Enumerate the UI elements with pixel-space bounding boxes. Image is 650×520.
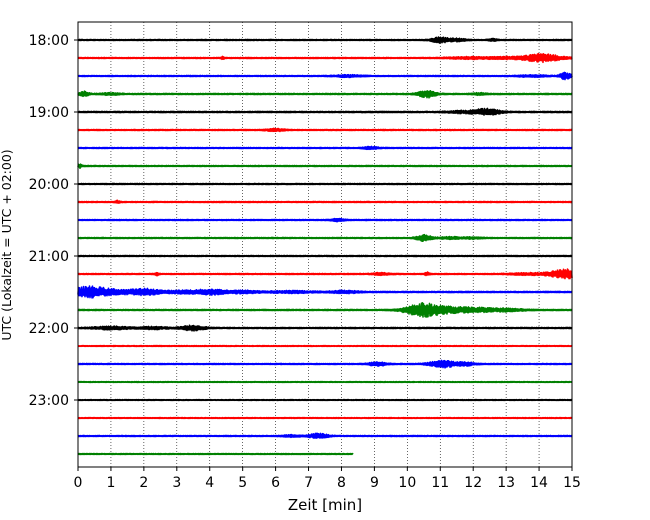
- vertical-gridlines: [110, 22, 540, 467]
- trace-2115: [77, 268, 573, 280]
- x-tick-label-11: 11: [431, 475, 449, 491]
- y-axis-ticks: 18:00 19:00 20:00 21:00 22:00 23:00: [29, 33, 78, 409]
- y-tick-label-22:00: 22:00: [29, 321, 69, 337]
- y-tick-label-18:00: 18:00: [29, 33, 69, 49]
- x-axis-label: Zeit [min]: [288, 496, 362, 514]
- trace-2030: [77, 217, 573, 223]
- x-tick-label-9: 9: [370, 475, 379, 491]
- y-tick-label-21:00: 21:00: [29, 249, 69, 265]
- trace-2300: [77, 398, 573, 402]
- trace-2015: [77, 199, 573, 204]
- trace-2130: [77, 285, 573, 299]
- trace-1830: [77, 71, 573, 81]
- x-tick-label-14: 14: [530, 475, 548, 491]
- x-tick-label-15: 15: [563, 475, 581, 491]
- x-tick-label-0: 0: [74, 475, 83, 491]
- trace-2100: [77, 254, 573, 258]
- plot-frame: [77, 21, 573, 468]
- y-tick-label-19:00: 19:00: [29, 105, 69, 121]
- x-tick-label-2: 2: [139, 475, 148, 491]
- trace-1945: [77, 163, 573, 170]
- trace-2330: [77, 432, 573, 439]
- x-tick-label-7: 7: [304, 475, 313, 491]
- trace-2000: [77, 182, 573, 186]
- trace-1915: [77, 127, 573, 133]
- x-tick-label-8: 8: [337, 475, 346, 491]
- trace-2245: [77, 380, 573, 384]
- x-tick-label-12: 12: [464, 475, 482, 491]
- x-tick-label-13: 13: [497, 475, 515, 491]
- x-tick-label-4: 4: [205, 475, 214, 491]
- y-tick-label-20:00: 20:00: [29, 177, 69, 193]
- x-tick-label-5: 5: [238, 475, 247, 491]
- trace-1845: [77, 89, 573, 99]
- trace-2230: [77, 359, 573, 369]
- trace-1900: [77, 107, 573, 116]
- y-tick-label-23:00: 23:00: [29, 393, 69, 409]
- trace-1800: [77, 36, 573, 45]
- trace-2200: [77, 324, 573, 332]
- x-tick-label-10: 10: [398, 475, 416, 491]
- trace-2315: [77, 416, 573, 420]
- trace-2215: [77, 344, 573, 348]
- x-tick-label-6: 6: [271, 475, 280, 491]
- trace-1815: [77, 52, 573, 64]
- y-axis-label: UTC (Lokalzeit = UTC + 02:00): [0, 149, 14, 340]
- trace-2045: [77, 233, 573, 243]
- trace-2345: [77, 452, 354, 456]
- x-tick-label-1: 1: [106, 475, 115, 491]
- trace-1930: [77, 145, 573, 151]
- seismic-traces: [77, 36, 573, 456]
- trace-2145: [77, 301, 573, 318]
- x-axis-ticks: 0 1 2 3 4 5 6 7 8 9 10 11 12 13 14 15: [74, 467, 581, 491]
- x-tick-label-3: 3: [172, 475, 181, 491]
